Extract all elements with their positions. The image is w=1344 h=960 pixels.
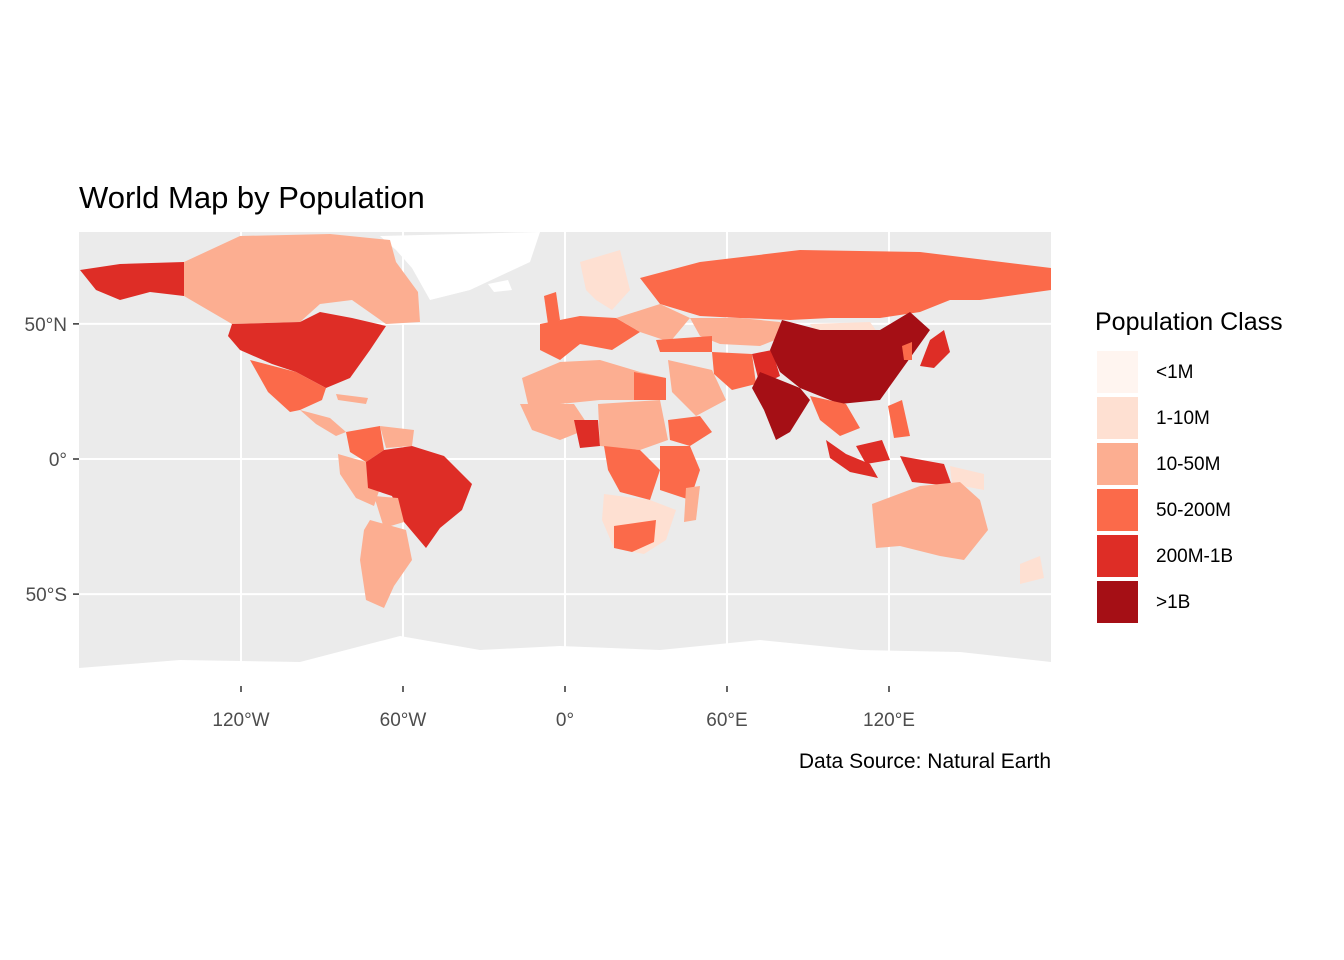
x-axis: 120°W 60°W 0° 60°E 120°E: [212, 686, 915, 731]
india: [752, 372, 810, 440]
x-tick-label-2: 0°: [556, 710, 574, 731]
north-africa: [522, 360, 666, 404]
iran: [712, 352, 756, 390]
new-zealand: [1020, 556, 1044, 584]
iceland: [488, 280, 512, 292]
legend-key-4: [1096, 534, 1139, 578]
arabia: [668, 360, 726, 416]
japan: [920, 330, 950, 368]
legend-key-2: [1096, 442, 1139, 486]
central-africa: [598, 400, 668, 450]
eastern-europe: [616, 304, 690, 342]
russia: [640, 250, 1051, 320]
legend-key-1: [1096, 396, 1139, 440]
kazakhstan: [690, 318, 790, 346]
y-tick-label-2: 50°S: [26, 585, 67, 606]
y-tick-label-1: 0°: [49, 450, 67, 471]
data-source-caption: Data Source: Natural Earth: [798, 750, 1051, 773]
uk: [544, 292, 560, 324]
antarctica: [79, 636, 1051, 686]
peru-ecuador: [338, 454, 380, 506]
borneo: [856, 440, 890, 464]
legend-label-3: 50-200M: [1156, 500, 1231, 521]
dr-congo: [604, 446, 660, 500]
colombia: [346, 426, 384, 462]
brazil: [366, 446, 472, 548]
ethiopia: [668, 416, 712, 446]
west-africa: [520, 404, 590, 440]
canada: [184, 234, 420, 324]
map-title: World Map by Population: [79, 180, 425, 215]
nigeria: [574, 420, 600, 448]
legend-label-4: 200M-1B: [1156, 546, 1234, 567]
scandinavia: [580, 250, 630, 310]
legend-label-2: 10-50M: [1156, 454, 1221, 475]
south-africa: [614, 520, 656, 552]
legend-label-5: >1B: [1156, 592, 1191, 613]
cuba: [336, 394, 368, 404]
x-tick-label-3: 60°E: [706, 710, 747, 731]
x-tick-label-0: 120°W: [212, 710, 269, 731]
egypt: [634, 372, 666, 400]
turkey: [656, 336, 712, 352]
china: [770, 312, 930, 404]
legend-title: Population Class: [1095, 308, 1283, 336]
eastern-indonesia: [900, 456, 952, 486]
legend-label-0: <1M: [1156, 362, 1194, 383]
usa: [228, 312, 386, 388]
legend-label-1: 1-10M: [1156, 408, 1210, 429]
legend-key-5: [1096, 580, 1139, 624]
alaska: [80, 262, 184, 300]
korea: [902, 342, 912, 360]
venezuela-guianas: [380, 426, 414, 448]
legend-key-3: [1096, 488, 1139, 532]
x-tick-label-4: 120°E: [863, 710, 915, 731]
east-africa: [660, 446, 700, 500]
central-america: [300, 410, 346, 436]
indonesia: [826, 440, 878, 478]
philippines: [888, 400, 910, 438]
australia: [872, 482, 988, 560]
argentina-chile: [360, 520, 412, 608]
mexico: [250, 360, 326, 412]
western-europe: [540, 316, 640, 360]
greenland: [380, 232, 540, 300]
bolivia: [374, 496, 404, 528]
y-tick-label-0: 50°N: [25, 315, 67, 336]
madagascar: [684, 486, 700, 522]
y-axis: 50°N 0° 50°S: [25, 315, 79, 606]
x-tick-label-1: 60°W: [380, 710, 427, 731]
legend-key-0: [1096, 350, 1139, 394]
southeast-asia: [810, 396, 860, 436]
country-polygons: [79, 232, 1051, 686]
